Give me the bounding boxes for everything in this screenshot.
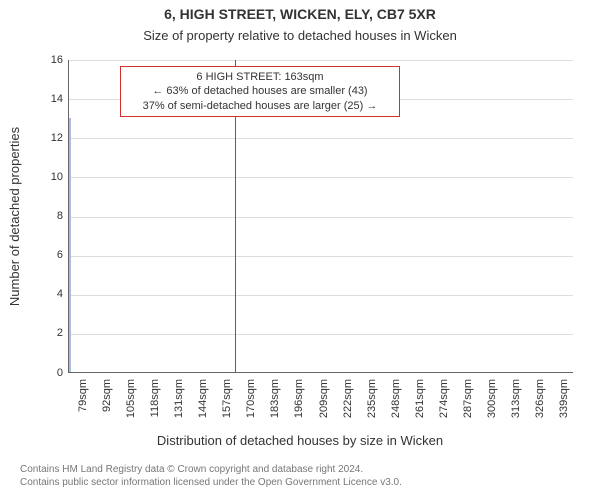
x-tick-label: 300sqm (486, 379, 498, 418)
y-tick-label: 2 (39, 327, 63, 339)
x-tick-label: 313sqm (510, 379, 522, 418)
x-tick-label: 157sqm (221, 379, 233, 418)
y-axis-label: Number of detached properties (7, 60, 22, 373)
callout-line2: ← 63% of detached houses are smaller (43… (124, 84, 396, 98)
x-tick-label: 105sqm (125, 379, 137, 418)
histogram-bar (69, 352, 71, 372)
x-tick-label: 92sqm (101, 379, 113, 412)
x-tick-label: 248sqm (390, 379, 402, 418)
callout-line3: 37% of semi-detached houses are larger (… (124, 99, 396, 113)
x-tick-label: 235sqm (366, 379, 378, 418)
gridline (69, 334, 573, 335)
x-tick-label: 287sqm (462, 379, 474, 418)
gridline (69, 295, 573, 296)
x-tick-label: 196sqm (293, 379, 305, 418)
gridline (69, 217, 573, 218)
callout-line1: 6 HIGH STREET: 163sqm (124, 70, 396, 84)
x-tick-label: 118sqm (149, 379, 161, 417)
chart-container: { "title": "6, HIGH STREET, WICKEN, ELY,… (0, 0, 600, 500)
gridline (69, 138, 573, 139)
x-axis-label: Distribution of detached houses by size … (0, 433, 600, 448)
y-tick-label: 0 (39, 367, 63, 379)
footer-line2: Contains public sector information licen… (20, 476, 402, 489)
y-tick-label: 6 (39, 249, 63, 261)
gridline (69, 177, 573, 178)
gridline (69, 256, 573, 257)
x-tick-label: 339sqm (558, 379, 570, 418)
property-callout: 6 HIGH STREET: 163sqm ← 63% of detached … (120, 66, 400, 117)
x-tick-label: 326sqm (534, 379, 546, 418)
gridline (69, 60, 573, 61)
attribution-footer: Contains HM Land Registry data © Crown c… (20, 463, 402, 489)
x-tick-label: 183sqm (269, 379, 281, 418)
chart-title: 6, HIGH STREET, WICKEN, ELY, CB7 5XR (0, 6, 600, 22)
footer-line1: Contains HM Land Registry data © Crown c… (20, 463, 402, 476)
x-tick-label: 209sqm (318, 379, 330, 418)
x-tick-label: 222sqm (342, 379, 354, 418)
y-tick-label: 12 (39, 132, 63, 144)
x-tick-label: 131sqm (173, 379, 185, 418)
x-tick-label: 274sqm (438, 379, 450, 418)
x-tick-label: 79sqm (77, 379, 89, 412)
y-tick-label: 8 (39, 210, 63, 222)
y-tick-label: 14 (39, 93, 63, 105)
x-tick-label: 261sqm (414, 379, 426, 418)
x-tick-label: 170sqm (245, 379, 257, 418)
y-tick-label: 10 (39, 171, 63, 183)
y-tick-label: 16 (39, 54, 63, 66)
chart-subtitle: Size of property relative to detached ho… (0, 28, 600, 43)
y-tick-label: 4 (39, 288, 63, 300)
x-tick-label: 144sqm (197, 379, 209, 418)
